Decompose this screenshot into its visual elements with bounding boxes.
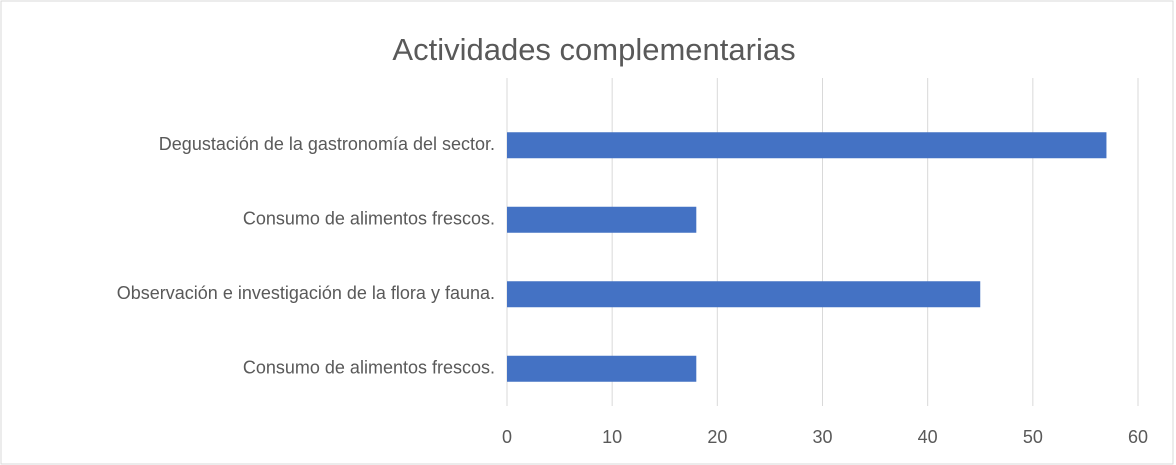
x-tick-label: 40	[918, 427, 938, 447]
y-tick-label: Consumo de alimentos frescos.	[243, 209, 495, 229]
x-tick-label: 30	[812, 427, 832, 447]
bar	[507, 132, 1107, 159]
x-tick-label: 10	[602, 427, 622, 447]
y-tick-label: Observación e investigación de la flora …	[117, 283, 495, 303]
chart-title: Actividades complementarias	[392, 32, 795, 67]
bar	[507, 355, 697, 382]
bar	[507, 206, 697, 233]
x-tick-label: 50	[1023, 427, 1043, 447]
x-tick-label: 0	[502, 427, 512, 447]
bar	[507, 281, 981, 308]
y-tick-label: Consumo de alimentos frescos.	[243, 358, 495, 378]
x-tick-label: 60	[1128, 427, 1148, 447]
y-tick-label: Degustación de la gastronomía del sector…	[159, 134, 495, 154]
x-tick-label: 20	[707, 427, 727, 447]
